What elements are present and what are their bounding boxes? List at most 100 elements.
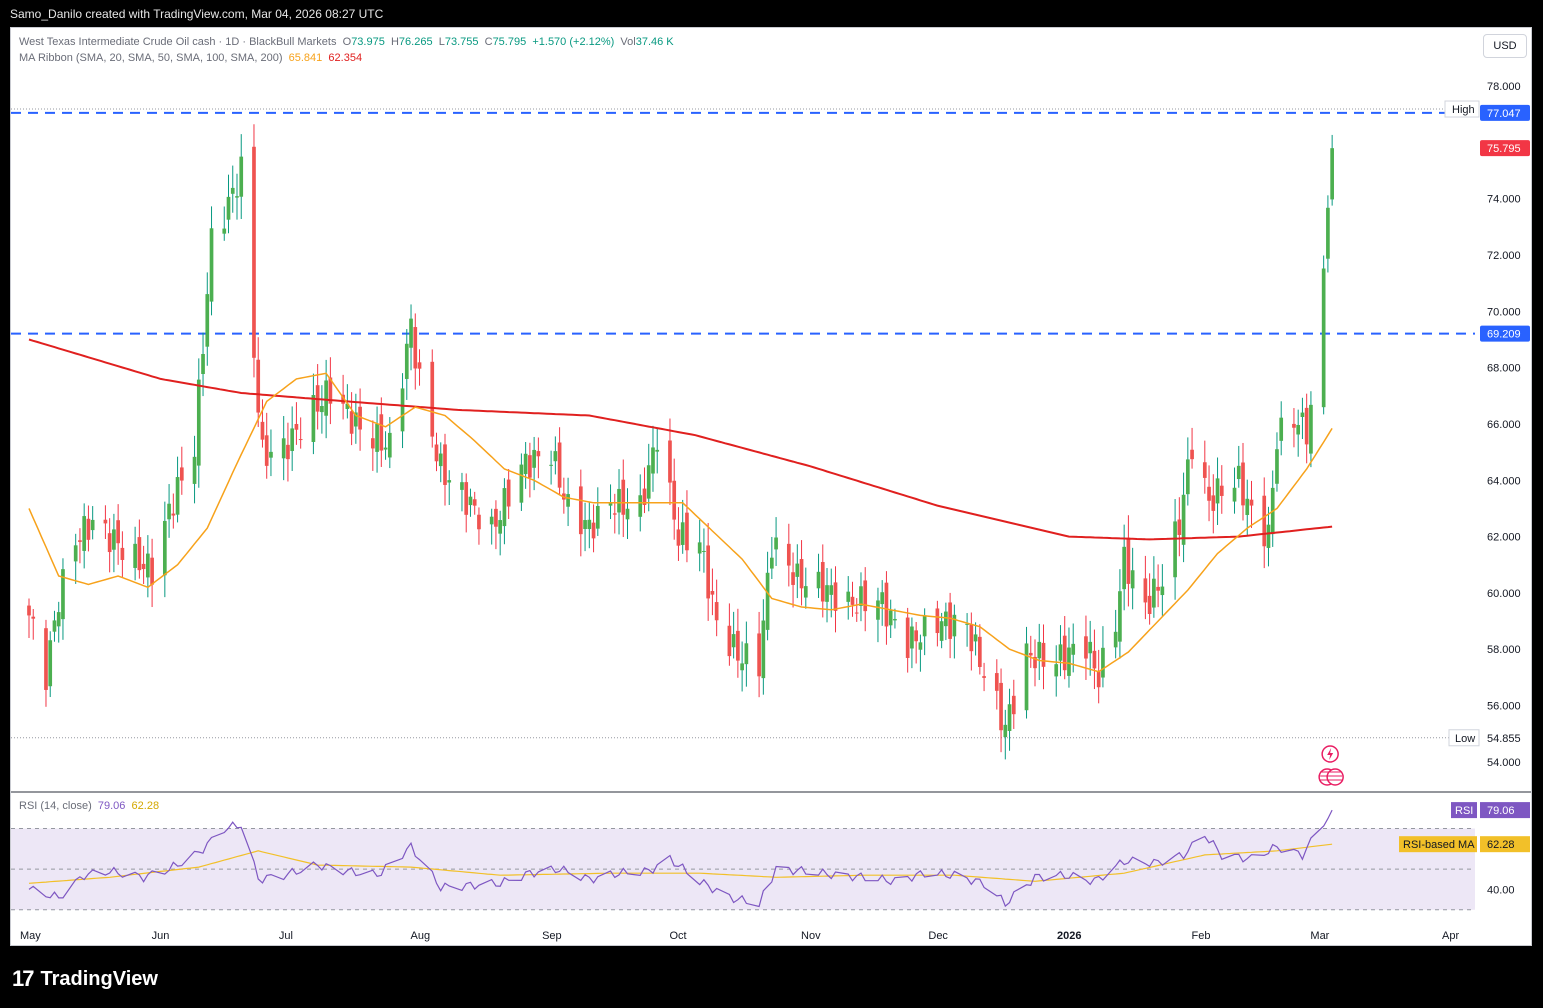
candle-body[interactable]: [1173, 521, 1177, 578]
candle-body[interactable]: [646, 465, 651, 499]
candle-body[interactable]: [48, 640, 53, 687]
candle-body[interactable]: [205, 294, 210, 347]
candle-body[interactable]: [137, 537, 142, 571]
candle-body[interactable]: [464, 482, 469, 515]
candle-body[interactable]: [311, 395, 316, 442]
candle-body[interactable]: [740, 663, 744, 671]
candle-body[interactable]: [846, 591, 851, 602]
candle-body[interactable]: [706, 545, 711, 599]
currency-button[interactable]: USD: [1483, 34, 1527, 58]
candle-body[interactable]: [850, 596, 855, 605]
candle-body[interactable]: [400, 388, 405, 432]
symbol-legend[interactable]: West Texas Intermediate Crude Oil cash ·…: [19, 36, 674, 48]
candle-body[interactable]: [1028, 652, 1033, 656]
candle-body[interactable]: [409, 318, 413, 348]
candle-body[interactable]: [290, 428, 295, 451]
candle-body[interactable]: [638, 495, 643, 517]
candle-body[interactable]: [910, 626, 914, 649]
candle-body[interactable]: [103, 519, 108, 524]
candle-body[interactable]: [863, 580, 868, 612]
candle-body[interactable]: [1262, 495, 1267, 547]
candle-body[interactable]: [354, 412, 358, 427]
candle-body[interactable]: [1330, 148, 1334, 200]
candle-body[interactable]: [731, 634, 736, 648]
candle-body[interactable]: [1207, 486, 1211, 501]
candle-body[interactable]: [948, 602, 952, 639]
candle-body[interactable]: [31, 616, 36, 619]
candle-body[interactable]: [884, 582, 889, 627]
candle-body[interactable]: [1071, 643, 1076, 655]
candle-body[interactable]: [969, 623, 974, 652]
candle-body[interactable]: [625, 508, 630, 520]
candle-body[interactable]: [443, 444, 447, 485]
candle-body[interactable]: [676, 529, 681, 546]
candle-body[interactable]: [44, 628, 48, 690]
candle-body[interactable]: [774, 537, 778, 550]
candle-body[interactable]: [1279, 417, 1284, 441]
candle-body[interactable]: [876, 600, 880, 620]
candle-body[interactable]: [612, 513, 617, 515]
candle-body[interactable]: [651, 447, 655, 474]
candle-body[interactable]: [328, 377, 333, 404]
candle-body[interactable]: [404, 343, 409, 379]
candle-body[interactable]: [1321, 268, 1326, 408]
candle-body[interactable]: [999, 682, 1003, 731]
candle-body[interactable]: [982, 676, 986, 678]
candle-body[interactable]: [549, 464, 553, 466]
candle-body[interactable]: [1088, 641, 1093, 654]
candle-body[interactable]: [765, 572, 770, 630]
candle-body[interactable]: [1177, 519, 1182, 535]
candle-body[interactable]: [854, 612, 859, 614]
candle-body[interactable]: [1122, 546, 1126, 590]
candle-body[interactable]: [1096, 671, 1101, 688]
candle-body[interactable]: [710, 591, 715, 595]
candle-body[interactable]: [825, 585, 829, 602]
candle-body[interactable]: [222, 228, 227, 234]
tradingview-logo[interactable]: 17 TradingView: [12, 966, 158, 992]
candle-body[interactable]: [167, 503, 171, 520]
candle-body[interactable]: [566, 494, 570, 507]
candle-body[interactable]: [341, 394, 345, 404]
candle-body[interactable]: [939, 621, 944, 641]
candle-body[interactable]: [583, 520, 587, 529]
candle-body[interactable]: [430, 361, 435, 437]
candle-body[interactable]: [1041, 642, 1046, 667]
candle-body[interactable]: [269, 451, 273, 458]
candle-body[interactable]: [608, 503, 613, 506]
candle-body[interactable]: [1152, 578, 1156, 608]
candle-body[interactable]: [162, 520, 167, 576]
candle-body[interactable]: [230, 187, 235, 194]
candle-body[interactable]: [1275, 449, 1279, 484]
candle-body[interactable]: [1003, 724, 1008, 738]
candle-body[interactable]: [952, 614, 957, 637]
candle-body[interactable]: [977, 636, 982, 667]
candle-body[interactable]: [1232, 487, 1237, 502]
candle-body[interactable]: [235, 196, 239, 198]
candle-body[interactable]: [460, 482, 464, 490]
candle-body[interactable]: [1160, 586, 1165, 596]
candle-body[interactable]: [893, 618, 897, 621]
candle-body[interactable]: [175, 477, 180, 515]
candle-body[interactable]: [294, 423, 299, 430]
candle-body[interactable]: [697, 542, 702, 554]
candle-body[interactable]: [859, 586, 863, 606]
candle-body[interactable]: [668, 440, 672, 483]
candle-body[interactable]: [502, 488, 507, 527]
candle-body[interactable]: [413, 327, 418, 369]
candle-body[interactable]: [1058, 644, 1063, 661]
candle-body[interactable]: [209, 228, 214, 302]
candle-body[interactable]: [1326, 207, 1330, 259]
candle-body[interactable]: [523, 453, 528, 475]
candle-body[interactable]: [795, 563, 800, 577]
candle-body[interactable]: [914, 630, 919, 642]
candle-body[interactable]: [73, 545, 78, 562]
candle-body[interactable]: [744, 643, 749, 665]
candle-body[interactable]: [1296, 424, 1301, 435]
candle-body[interactable]: [264, 435, 269, 466]
candle-body[interactable]: [791, 572, 795, 585]
candle-body[interactable]: [239, 156, 244, 197]
candle-body[interactable]: [1300, 412, 1305, 417]
candle-body[interactable]: [757, 633, 761, 677]
candle-body[interactable]: [595, 505, 600, 529]
candle-body[interactable]: [833, 582, 838, 611]
